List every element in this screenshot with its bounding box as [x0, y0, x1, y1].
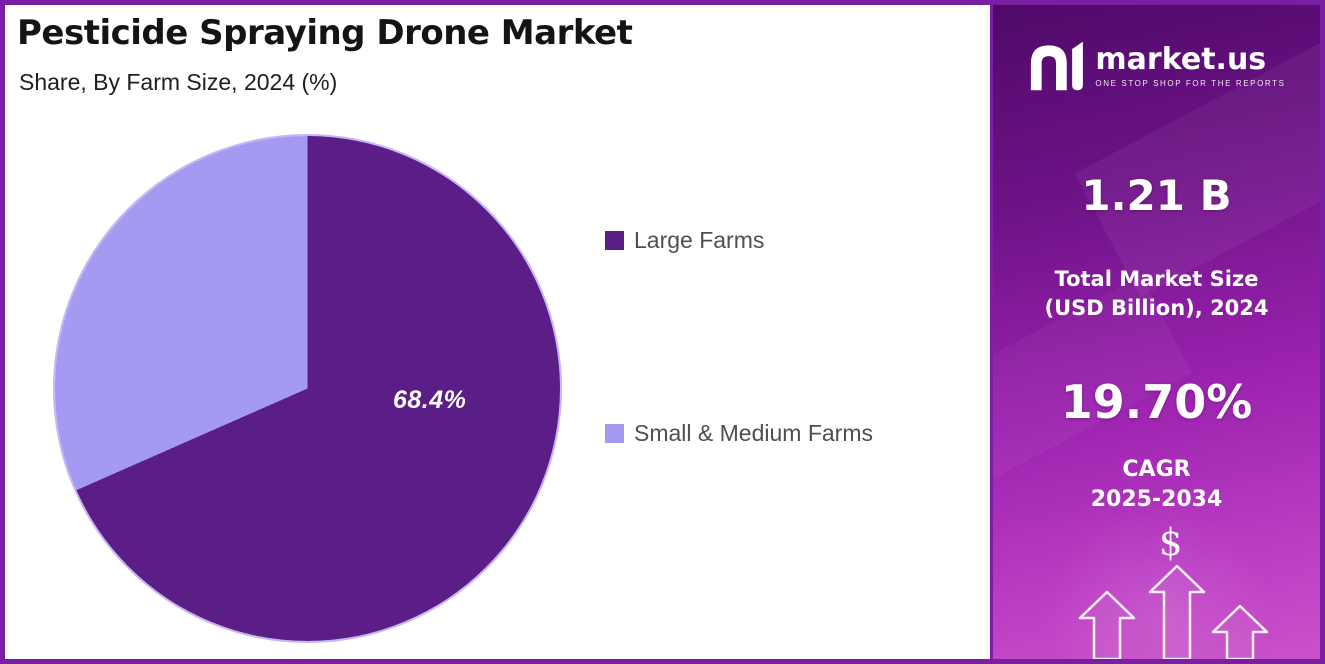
- brand-tagline: ONE STOP SHOP FOR THE REPORTS: [1095, 78, 1286, 88]
- legend-swatch: [605, 231, 624, 250]
- legend: Large Farms Small & Medium Farms: [605, 227, 873, 447]
- chart-title: Pesticide Spraying Drone Market: [17, 13, 633, 53]
- chart-area: Pesticide Spraying Drone Market Share, B…: [5, 5, 990, 659]
- legend-item-small-medium-farms: Small & Medium Farms: [605, 420, 873, 447]
- cagr-value: 19.70%: [1060, 375, 1253, 429]
- pie-chart: [55, 136, 560, 641]
- legend-label: Small & Medium Farms: [634, 420, 873, 446]
- cagr-period: 2025-2034: [1090, 487, 1223, 513]
- legend-swatch: [605, 424, 624, 443]
- marketus-logo-icon: [1027, 40, 1085, 92]
- growth-arrows-icon: [1078, 564, 1269, 659]
- dollar-icon: $: [1159, 521, 1183, 564]
- pie-slice-value-label: 68.4%: [393, 386, 467, 414]
- chart-subtitle: Share, By Farm Size, 2024 (%): [19, 69, 338, 95]
- market-size-label-line1: Total Market Size: [1054, 267, 1259, 291]
- market-size-value: 1.21 B: [1081, 171, 1232, 220]
- market-size-label: Total Market Size (USD Billion), 2024: [993, 265, 1320, 323]
- brand-logo: market.us ONE STOP SHOP FOR THE REPORTS: [993, 40, 1320, 92]
- legend-item-large-farms: Large Farms: [605, 227, 873, 254]
- brand-text-block: market.us ONE STOP SHOP FOR THE REPORTS: [1095, 44, 1285, 88]
- cagr-label: CAGR 2025-2034: [993, 455, 1320, 516]
- brand-name: market.us: [1095, 42, 1267, 78]
- cagr-label-text: CAGR: [1122, 457, 1191, 482]
- market-size-label-line2: (USD Billion), 2024: [1044, 295, 1269, 320]
- sidebar-panel: market.us ONE STOP SHOP FOR THE REPORTS …: [990, 5, 1320, 659]
- legend-label: Large Farms: [634, 227, 765, 253]
